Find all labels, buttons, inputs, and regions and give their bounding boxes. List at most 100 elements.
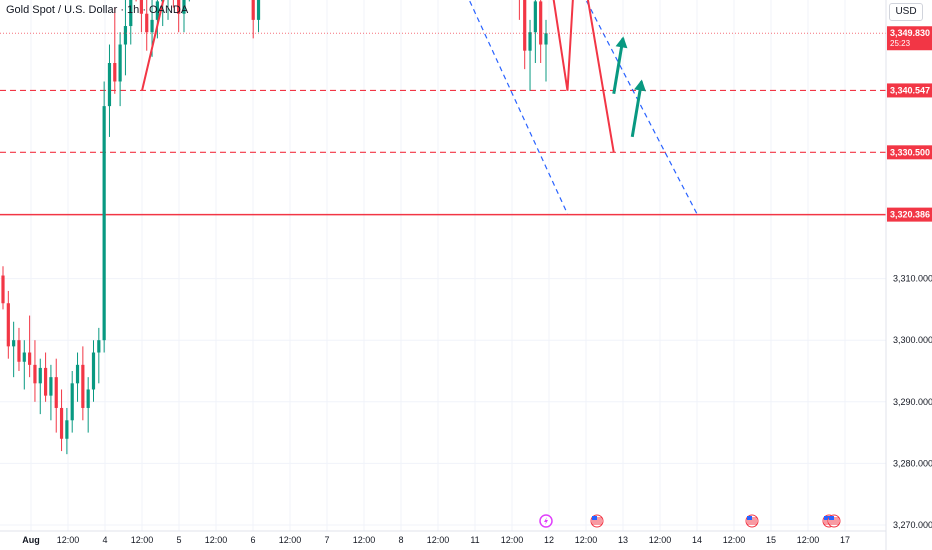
- candle-body: [523, 0, 527, 51]
- x-tick-label: 15: [766, 535, 776, 545]
- x-tick-label: 7: [324, 535, 329, 545]
- level-price-tag: [887, 83, 932, 98]
- candle-body: [102, 106, 106, 341]
- x-axis-ticks: Aug 12:00 4 12:00 5 12:00 6 12:00 7 12:00 8 12:00 11…: [22, 535, 850, 545]
- x-tick-label: 4: [102, 535, 107, 545]
- x-tick-label: 12:00: [649, 535, 672, 545]
- x-tick-label: Aug: [22, 535, 40, 545]
- x-tick-label: 12:00: [501, 535, 524, 545]
- candle-body: [43, 367, 48, 396]
- candle-body: [145, 13, 149, 33]
- candle-body: [22, 352, 26, 362]
- candle-body: [17, 340, 21, 362]
- candle-body: [107, 63, 112, 107]
- candle-body: [251, 0, 255, 20]
- candle-body: [6, 303, 10, 347]
- candle-body: [33, 364, 37, 384]
- candle-body: [123, 26, 128, 45]
- x-tick-label: 8: [398, 535, 403, 545]
- y-axis-ticks: 3,410.0003,400.0003,390.0003,370.0003,36…: [893, 274, 932, 530]
- candle-body: [528, 32, 532, 51]
- projection-arrow-head: [634, 79, 646, 92]
- candle-body: [12, 340, 16, 347]
- candle-body: [539, 1, 543, 45]
- candle-body: [81, 364, 85, 408]
- channel-line-upper: [585, 0, 698, 215]
- us-flag-icon-canton: [829, 516, 834, 520]
- candle-body: [28, 352, 32, 365]
- candle-body: [65, 420, 69, 439]
- candle-body: [91, 352, 96, 390]
- us-flag-icon-canton: [747, 516, 752, 520]
- x-tick-label: 12:00: [279, 535, 302, 545]
- us-flag-icon-canton: [592, 516, 597, 520]
- candle-body: [150, 19, 154, 33]
- level-price-tag-label: 3,340.547: [890, 85, 930, 95]
- level-price-tag-label: 3,320.386: [890, 210, 930, 220]
- channel-line-lower: [468, 0, 569, 215]
- x-tick-label: 12:00: [427, 535, 450, 545]
- x-tick-label: 17: [840, 535, 850, 545]
- candle-body: [177, 0, 181, 14]
- x-tick-label: 12:00: [575, 535, 598, 545]
- x-tick-label: 12:00: [353, 535, 376, 545]
- x-tick-label: 12:00: [723, 535, 746, 545]
- candle-body: [155, 1, 159, 20]
- x-tick-label: 5: [176, 535, 181, 545]
- current-price-tag-label: 3,349.830: [890, 28, 930, 38]
- price-tags: 3,380.6183,365.7853,340.5473,330.5003,32…: [887, 26, 932, 222]
- candle-body: [129, 0, 133, 27]
- candle-body: [59, 407, 64, 439]
- level-price-tag: [887, 145, 932, 160]
- currency-button[interactable]: USD: [889, 3, 923, 21]
- x-tick-label: 12:00: [131, 535, 154, 545]
- chart-grid: [0, 0, 886, 531]
- candlestick-series: [1, 0, 548, 455]
- candle-body: [1, 275, 5, 304]
- x-tick-label: 12: [544, 535, 554, 545]
- candle-body: [97, 340, 101, 353]
- horizontal-levels: [0, 89, 886, 216]
- us-flag-icon: [590, 514, 604, 528]
- candle-body: [54, 377, 58, 408]
- projection-arrow-shaft: [612, 38, 625, 95]
- x-tick-label: 13: [618, 535, 628, 545]
- candle-body: [49, 377, 53, 396]
- x-tick-label: 12:00: [797, 535, 820, 545]
- candle-body: [544, 33, 548, 45]
- y-tick-label: 3,280.000: [893, 458, 932, 468]
- y-tick-label: 3,310.000: [893, 274, 932, 284]
- projection-arrow-head: [615, 36, 628, 49]
- x-tick-label: 14: [692, 535, 702, 545]
- us-flag-icon: [745, 514, 759, 528]
- us-flag-icon: [827, 514, 841, 528]
- candle-body: [182, 0, 186, 14]
- y-tick-label: 3,270.000: [893, 520, 932, 530]
- candle-body: [86, 389, 90, 408]
- us-flag-icon-canton: [824, 516, 829, 520]
- candle-body: [38, 367, 42, 384]
- level-price-tag-label: 3,330.500: [890, 147, 930, 157]
- x-tick-label: 12:00: [57, 535, 80, 545]
- x-tick-label: 11: [470, 535, 479, 545]
- zigzag-line: [141, 0, 615, 153]
- flash-event-icon-bolt: [544, 517, 548, 525]
- candle-body: [533, 1, 537, 33]
- countdown-label: 25:23: [890, 39, 911, 48]
- projection-arrow-shaft: [630, 81, 643, 138]
- y-tick-label: 3,300.000: [893, 335, 932, 345]
- x-tick-label: 12:00: [205, 535, 228, 545]
- level-price-tag: [887, 207, 932, 222]
- flash-event-icon: [539, 514, 553, 528]
- candle-body: [70, 383, 74, 421]
- candle-body: [75, 364, 80, 384]
- trend-channel: [468, 0, 698, 215]
- x-tick-label: 6: [250, 535, 255, 545]
- event-icons: [539, 514, 841, 528]
- candle-body: [113, 63, 117, 82]
- candle-body: [118, 44, 122, 82]
- zigzag-projection: [141, 0, 615, 153]
- projection-arrows: [612, 36, 646, 138]
- y-tick-label: 3,290.000: [893, 397, 932, 407]
